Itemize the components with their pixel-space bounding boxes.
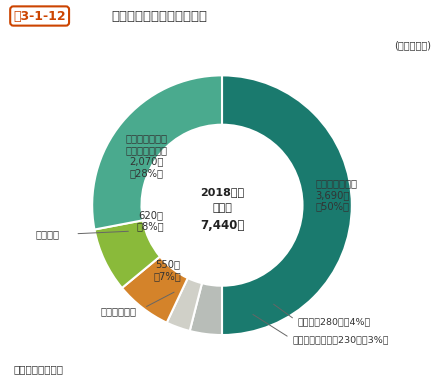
Wedge shape: [92, 75, 222, 230]
Text: (単位：トン): (単位：トン): [394, 40, 431, 50]
Text: 2018年度: 2018年度: [200, 187, 244, 197]
Text: 7,440万: 7,440万: [200, 220, 244, 233]
Text: アスファルト・
コンクリート塊
2,070万
（28%）: アスファルト・ コンクリート塊 2,070万 （28%）: [126, 133, 168, 178]
Wedge shape: [222, 75, 352, 335]
Text: その他　280万（4%）: その他 280万（4%）: [297, 318, 371, 326]
Wedge shape: [190, 283, 222, 335]
Text: 建設混合廃棄物　230万（3%）: 建設混合廃棄物 230万（3%）: [292, 336, 388, 345]
Text: 550万
（7%）: 550万 （7%）: [154, 259, 181, 281]
Text: 建設廃棄物の種類別排出量: 建設廃棄物の種類別排出量: [111, 10, 207, 22]
Text: 全国計: 全国計: [212, 203, 232, 213]
Text: 620万
（8%）: 620万 （8%）: [137, 210, 164, 231]
Text: 資料：国土交通省: 資料：国土交通省: [13, 364, 63, 374]
Text: 図3-1-12: 図3-1-12: [13, 10, 66, 22]
Text: 建設汚泥: 建設汚泥: [36, 229, 59, 239]
Wedge shape: [122, 256, 188, 323]
Text: コンクリート塊
3,690万
（50%）: コンクリート塊 3,690万 （50%）: [316, 178, 357, 211]
Wedge shape: [166, 278, 202, 331]
Wedge shape: [95, 220, 160, 288]
Text: 建設発生木材: 建設発生木材: [100, 307, 136, 317]
